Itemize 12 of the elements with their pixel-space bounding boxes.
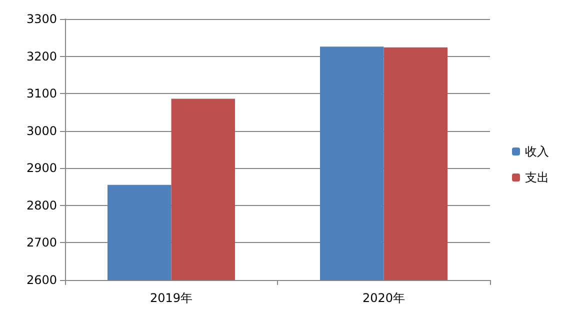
y-tick-label: 3200 <box>26 49 57 64</box>
legend-label: 收入 <box>525 144 549 158</box>
y-tick-label: 2900 <box>26 161 57 176</box>
x-tick-label: 2020年 <box>362 291 406 305</box>
y-tick-label: 2600 <box>26 273 57 287</box>
x-tick-label: 2019年 <box>150 291 193 305</box>
y-tick-label: 3300 <box>26 12 57 26</box>
y-tick-label: 2800 <box>26 198 57 212</box>
y-tick-label: 3000 <box>26 124 57 138</box>
legend-label: 支出 <box>525 170 549 184</box>
y-tick-label: 3100 <box>26 86 57 101</box>
y-tick-label: 2700 <box>26 236 57 250</box>
